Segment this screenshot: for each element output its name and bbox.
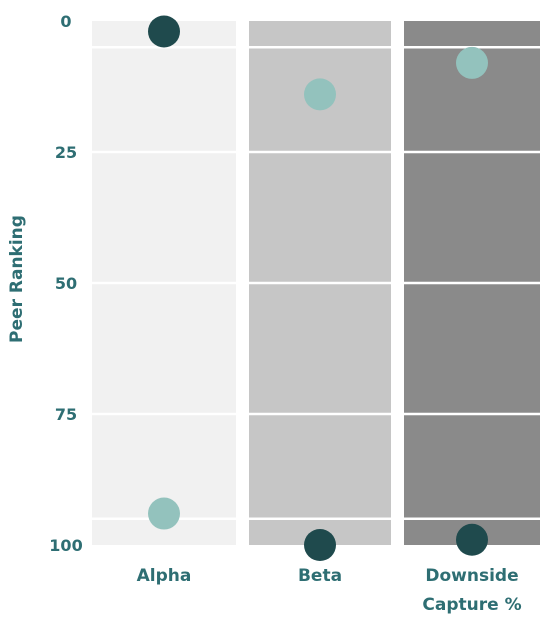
y-tick-label: 75 <box>55 405 77 424</box>
data-point <box>148 15 180 48</box>
x-tick-label: Beta <box>298 566 342 586</box>
y-axis-ticks: 0 25 50 75 100 <box>49 12 82 555</box>
x-tick-label: Downside <box>425 566 518 586</box>
data-point <box>304 529 336 561</box>
y-axis-label: Peer Ranking <box>7 215 27 343</box>
gridlines <box>92 45 540 521</box>
x-tick-label: Capture % <box>422 595 521 615</box>
data-point <box>304 78 336 111</box>
x-tick-label: Alpha <box>137 566 192 586</box>
data-points <box>148 15 488 561</box>
x-axis-labels: Alpha Beta Downside Capture % <box>137 566 522 615</box>
y-tick-label: 100 <box>49 536 82 555</box>
y-tick-label: 50 <box>55 274 77 293</box>
data-point <box>148 497 180 530</box>
y-tick-label: 25 <box>55 143 77 162</box>
data-point <box>456 46 488 79</box>
y-tick-label: 0 <box>60 12 71 31</box>
data-point <box>456 523 488 556</box>
